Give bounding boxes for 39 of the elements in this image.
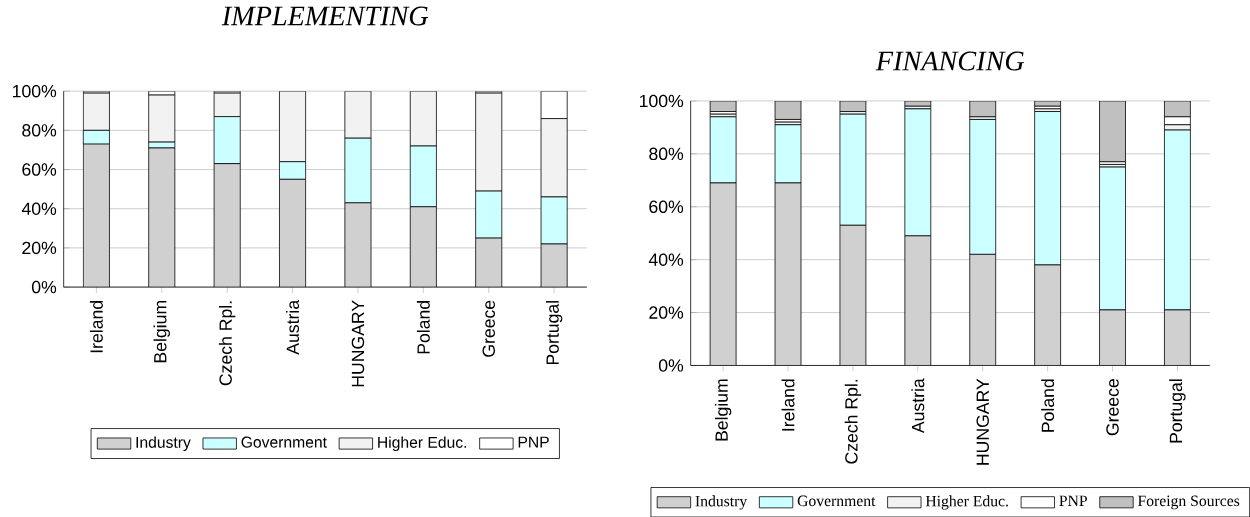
x-tick-label: Czech Rpl. xyxy=(844,379,862,464)
y-tick-label: 40% xyxy=(648,253,684,266)
x-tick-label: Portugal xyxy=(545,300,563,364)
y-tick-label: 20% xyxy=(649,306,684,319)
y-tick-label: 60% xyxy=(649,200,684,213)
y-tick-label: 80% xyxy=(649,147,684,160)
legend-label: Higher Educ. xyxy=(925,495,1008,510)
legend-label: Industry xyxy=(695,495,748,510)
y-tick-label: 100% xyxy=(640,94,684,107)
chart-title: FINANCING xyxy=(875,51,1025,71)
y-tick-label: 0% xyxy=(31,280,57,294)
x-tick-label: Poland xyxy=(416,300,430,354)
x-tick-label: Greece xyxy=(1106,378,1119,435)
legend-label: PNP xyxy=(518,436,549,448)
chart-title: IMPLEMENTING xyxy=(221,6,429,26)
y-tick-label: 60% xyxy=(22,163,57,176)
x-tick-label: Belgium xyxy=(714,379,732,441)
y-tick-label: 20% xyxy=(22,241,57,254)
y-tick-label: 100% xyxy=(13,84,57,98)
legend-label: Higher Educ. xyxy=(378,436,467,451)
legend-label: PNP xyxy=(1059,495,1087,506)
legend-label: Industry xyxy=(136,436,191,451)
x-tick-label: Austria xyxy=(286,299,300,355)
legend-label: Government xyxy=(241,436,327,448)
y-tick-label: 40% xyxy=(21,202,57,215)
x-tick-label: Ireland xyxy=(781,379,795,431)
legend-label: Government xyxy=(797,495,876,506)
legend-label: Foreign Sources xyxy=(1137,495,1240,510)
x-tick-label: Portugal xyxy=(1169,379,1186,443)
x-tick-label: HUNGARY xyxy=(976,378,989,465)
x-tick-label: Poland xyxy=(1041,379,1055,432)
y-tick-label: 80% xyxy=(22,123,57,137)
x-tick-label: Ireland xyxy=(89,300,103,352)
x-tick-label: Greece xyxy=(482,300,495,357)
y-tick-label: 0% xyxy=(658,359,684,372)
x-tick-label: HUNGARY xyxy=(351,300,365,387)
x-tick-label: Belgium xyxy=(153,300,170,362)
x-tick-label: Austria xyxy=(911,378,925,433)
x-tick-label: Czech Rpl. xyxy=(218,301,236,386)
